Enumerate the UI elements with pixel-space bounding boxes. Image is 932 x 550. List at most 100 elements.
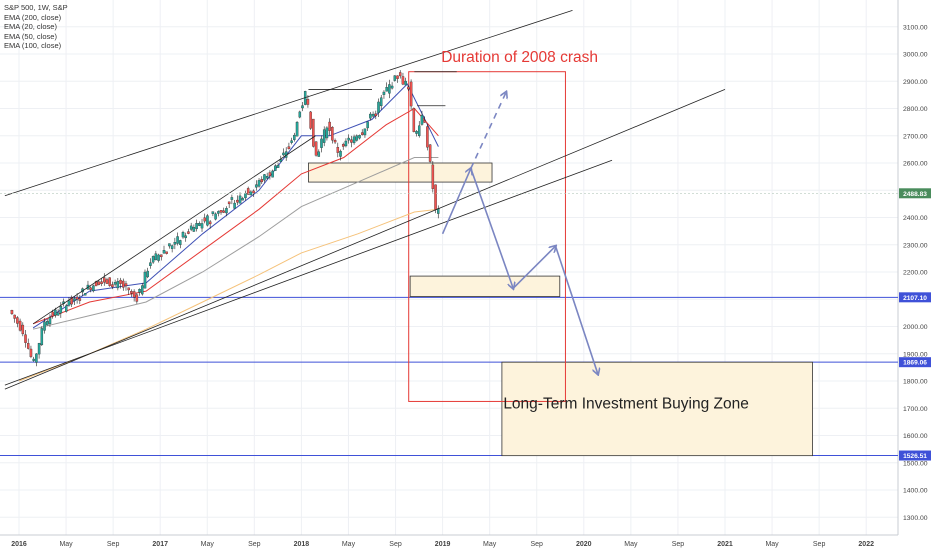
candle-body [10,310,14,314]
x-tick-label: 2020 [576,541,592,548]
candle-body [35,353,38,363]
candle-body [37,343,41,355]
price-label-text: 1526.51 [903,453,927,460]
candle-body [203,217,206,222]
candle-body [244,193,247,199]
candle-body [355,135,359,141]
crash-duration-box [408,71,566,402]
projection-dashed-arrow [470,92,506,169]
buying-zone-annotation: Long-Term Investment Buying Zone [503,395,749,412]
y-tick-label: 1600.00 [903,433,928,440]
indicator-ema50: EMA (50, close) [4,31,57,41]
projection-arrow [470,168,513,288]
indicator-ema20: EMA (20, close) [4,22,57,31]
x-tick-label: May [201,541,215,548]
price-zone-box [409,275,561,297]
candle-body [322,129,326,143]
price-label-text: 1869.06 [903,360,927,367]
candle-body [328,121,331,131]
candle-body [366,121,369,129]
y-tick-label: 1800.00 [903,379,928,386]
candle-body [369,113,372,119]
price-label-text: 2488.83 [903,191,927,198]
y-tick-label: 3100.00 [903,24,928,31]
candle-body [360,132,364,135]
candle-body [184,235,187,239]
candle-body [279,159,283,162]
x-tick-label: May [765,541,779,548]
candle-body [401,76,405,85]
plot-area: Duration of 2008 crash Long-Term Investme… [0,10,898,457]
candle-body [246,188,250,195]
candle-body [138,288,141,293]
candle-body [265,176,269,179]
y-tick-label: 2700.00 [903,133,928,140]
y-tick-label: 2600.00 [903,161,928,168]
candle-body [219,210,223,213]
candle-body [78,298,82,301]
candle-body [100,281,103,285]
candle-body [92,285,95,292]
candle-body [290,140,293,143]
candles [10,70,440,367]
candle-body [192,227,196,232]
candle-body [344,140,348,147]
price-zone-box [501,361,813,457]
candle-body [111,284,114,288]
x-tick-label: Sep [107,541,120,548]
candle-body [409,81,413,107]
candle-body [45,321,49,326]
candle-body [40,328,44,346]
x-tick-label: May [483,541,497,548]
chart-legend: S&P 500, 1W, S&P EMA (200, close) EMA (2… [4,3,68,51]
y-tick-label: 1500.00 [903,460,928,467]
candle-body [181,231,185,238]
candle-body [249,191,253,196]
candle-body [412,107,416,132]
candle-body [363,128,367,136]
candle-body [341,144,345,147]
candle-body [382,91,386,95]
ema-line [18,208,439,382]
candle-body [176,236,179,244]
candle-body [43,321,46,331]
candle-body [217,211,220,214]
candle-body [132,291,136,298]
candle-body [146,270,149,278]
candle-body [97,281,101,285]
y-tick-label: 1700.00 [903,406,928,413]
candle-body [222,210,225,213]
indicator-ema200: EMA (200, close) [4,12,62,22]
candle-body [227,201,231,205]
candle-body [151,256,155,263]
y-tick-label: 2400.00 [903,215,928,222]
price-zone-box [308,162,493,183]
ema-line [32,157,439,330]
candle-body [89,287,92,290]
x-tick-label: Sep [389,541,402,548]
candle-body [339,150,342,157]
candle-body [206,215,209,226]
candle-body [263,174,266,181]
candle-body [426,126,429,148]
candle-body [317,151,321,157]
y-tick-label: 1400.00 [903,488,928,495]
candle-body [282,152,285,156]
candle-body [130,291,133,294]
x-tick-label: 2018 [294,541,310,548]
candle-body [358,135,361,139]
trendline [4,159,613,386]
candle-body [64,305,68,312]
candle-body [385,87,388,92]
candle-body [179,240,182,245]
candle-body [331,126,334,141]
candle-body [255,184,258,188]
candle-body [157,254,160,261]
candle-body [16,317,19,324]
candle-body [162,250,166,254]
candle-body [415,131,418,134]
x-tick-label: May [624,541,638,548]
candle-body [189,225,193,230]
candle-body [404,80,407,86]
